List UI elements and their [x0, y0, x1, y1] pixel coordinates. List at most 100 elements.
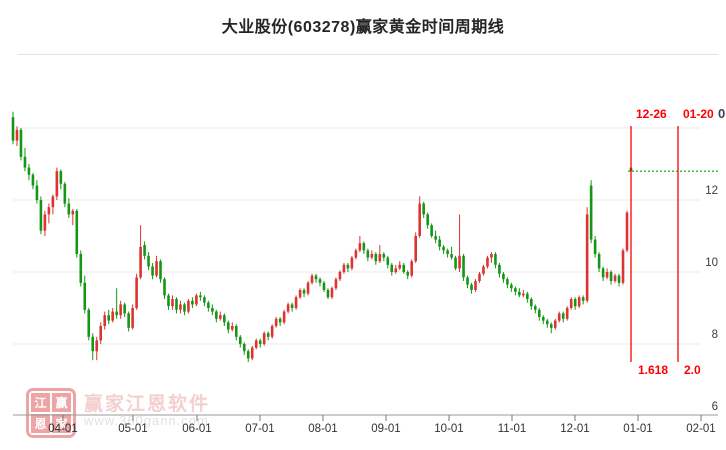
candle	[382, 252, 386, 262]
y-axis-label: 10	[705, 257, 718, 269]
candle	[119, 300, 122, 319]
candle	[510, 282, 513, 292]
candle	[135, 273, 138, 310]
cycle-line-ratio-label: 2.0	[684, 363, 701, 377]
candle	[454, 255, 457, 271]
x-axis-label: 02-01	[686, 423, 716, 435]
candle	[466, 275, 469, 289]
x-axis-label: 06-01	[182, 423, 212, 435]
candle	[514, 286, 517, 296]
candle	[442, 245, 445, 254]
x-axis-label: 08-01	[308, 423, 338, 435]
candle	[621, 248, 625, 285]
candle	[266, 331, 270, 341]
watermark-brand-text: 赢家江恩软件	[84, 394, 211, 415]
candle	[107, 309, 110, 325]
candle	[234, 324, 238, 341]
candle	[589, 180, 593, 244]
candle	[11, 111, 15, 145]
candle	[51, 194, 55, 215]
candle	[354, 248, 358, 260]
candle	[541, 315, 545, 325]
candle	[426, 212, 429, 229]
candle	[83, 275, 87, 314]
candle	[19, 128, 23, 161]
candle	[561, 311, 565, 323]
candle	[438, 236, 441, 251]
candle	[175, 297, 178, 314]
seal-char: 赢	[52, 393, 71, 412]
candle	[223, 313, 226, 326]
candle	[553, 318, 557, 330]
candle	[334, 277, 338, 290]
candle	[482, 264, 485, 276]
candle	[370, 250, 374, 260]
candle	[434, 230, 437, 244]
candle	[147, 252, 150, 271]
candle	[155, 255, 158, 278]
candle	[123, 302, 126, 317]
candle	[506, 277, 509, 289]
chart-title: 大业股份(603278)赢家黄金时间周期线	[221, 19, 505, 36]
candle	[565, 306, 569, 321]
cycle-line-ratio-label: 1.618	[638, 363, 669, 377]
candle	[254, 338, 258, 350]
candle	[530, 297, 533, 310]
candle	[151, 263, 154, 280]
candle	[609, 270, 613, 285]
candle	[522, 290, 525, 298]
candle	[131, 304, 134, 330]
candle	[573, 297, 577, 310]
candle	[215, 309, 218, 323]
candle	[250, 345, 254, 361]
candle	[47, 203, 51, 224]
candle	[219, 311, 222, 321]
candle	[557, 311, 561, 323]
candle	[286, 302, 290, 314]
candle	[139, 225, 142, 280]
candle	[187, 299, 190, 314]
candle	[302, 288, 306, 298]
candle	[91, 333, 95, 361]
candle	[199, 291, 202, 301]
seal-char: 江	[31, 393, 50, 412]
candle	[35, 180, 39, 204]
candle	[298, 288, 302, 299]
candle	[207, 300, 210, 312]
candle	[95, 336, 99, 361]
candle	[23, 147, 27, 172]
candle	[486, 255, 489, 269]
watermark-seal-icon: 江 赢 恩 家	[26, 388, 76, 438]
candle	[418, 196, 421, 238]
candle	[258, 338, 262, 348]
candle	[211, 304, 214, 316]
candle	[569, 297, 573, 310]
candle	[398, 261, 402, 271]
candle	[446, 248, 449, 258]
candle	[179, 300, 182, 314]
cycle-line-date-label: 12-26	[636, 107, 667, 121]
candle	[31, 173, 35, 190]
candle	[342, 263, 346, 274]
candle	[39, 196, 43, 235]
candle	[75, 209, 79, 258]
candle	[494, 252, 497, 269]
candle	[127, 311, 130, 332]
candle	[203, 295, 206, 307]
candle	[294, 295, 298, 310]
candle	[338, 270, 342, 281]
candle	[366, 248, 370, 262]
candle	[378, 245, 382, 263]
candle	[159, 259, 162, 283]
candle	[167, 293, 170, 310]
candle	[318, 277, 322, 287]
candle	[59, 169, 63, 190]
candle	[330, 286, 334, 299]
y-axis-label: 8	[711, 329, 718, 341]
seal-char: 恩	[31, 414, 50, 433]
x-axis-label: 07-01	[245, 423, 275, 435]
candle	[362, 241, 366, 254]
candle	[581, 295, 585, 305]
candle	[322, 281, 326, 292]
candle	[478, 272, 481, 283]
